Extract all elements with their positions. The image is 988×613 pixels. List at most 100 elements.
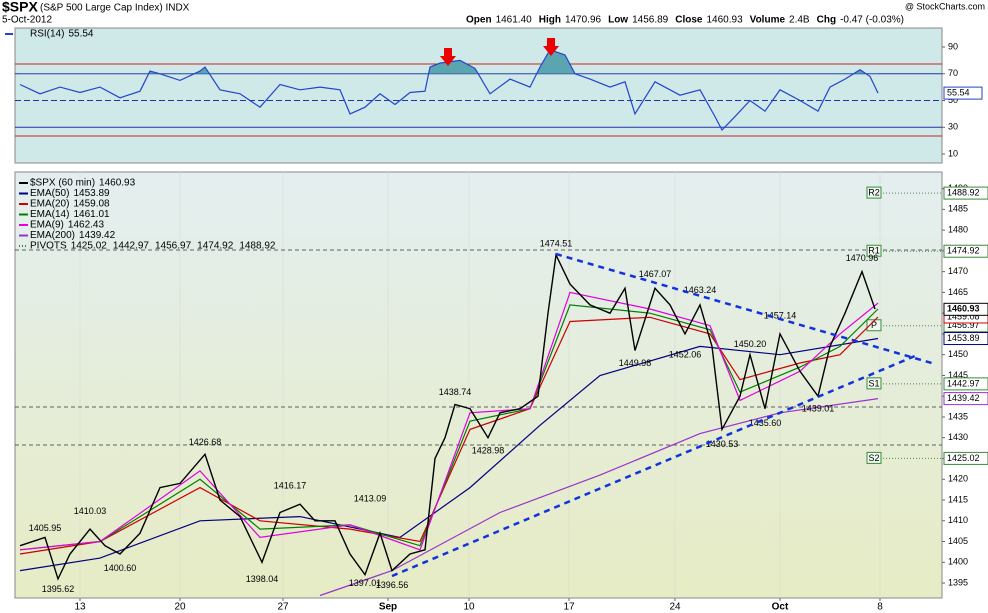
legend-name: PIVOTS bbox=[30, 241, 67, 252]
x-tick-label: 20 bbox=[174, 602, 186, 613]
legend-name: EMA(14) bbox=[30, 209, 69, 220]
x-tick-label: Sep bbox=[379, 602, 397, 613]
legend-value: 1453.89 bbox=[73, 188, 110, 199]
low-label: 1452.06 bbox=[669, 350, 702, 360]
low-label: 1449.98 bbox=[619, 358, 652, 368]
low-label: 1439.01 bbox=[802, 404, 835, 414]
high-label: 1450.20 bbox=[734, 339, 767, 349]
date: 5-Oct-2012 bbox=[2, 15, 52, 26]
value-box-label: 1442.97 bbox=[947, 378, 980, 388]
pivot-tag bbox=[866, 186, 882, 199]
quote-value: 1456.89 bbox=[632, 15, 669, 26]
pivot-tag-label: R2 bbox=[868, 187, 880, 197]
legend-name: EMA(200) bbox=[30, 230, 75, 241]
quote-value: -0.47 (-0.03%) bbox=[840, 15, 904, 26]
legend-value: 1456.97 bbox=[155, 241, 192, 252]
y-tick-label: 90 bbox=[948, 41, 958, 51]
value-box-label: 1460.93 bbox=[947, 304, 980, 314]
pivot-tag bbox=[866, 244, 882, 257]
legend-value: 1461.01 bbox=[73, 209, 110, 220]
value-box-label: 1474.92 bbox=[947, 246, 980, 256]
high-label: 1438.74 bbox=[439, 387, 472, 397]
y-tick-label: 1415 bbox=[948, 494, 968, 504]
legend-value: 1460.93 bbox=[99, 178, 136, 189]
quote-value: 1460.93 bbox=[706, 15, 743, 26]
quote-label: Low bbox=[608, 15, 628, 26]
y-tick-label: 1465 bbox=[948, 287, 968, 297]
pivot-tag-label: S1 bbox=[868, 378, 879, 388]
quote-label: Chg bbox=[817, 15, 836, 26]
y-tick-label: 1480 bbox=[948, 225, 968, 235]
high-label: 1467.07 bbox=[639, 269, 672, 279]
x-tick-label: 24 bbox=[669, 602, 681, 613]
y-tick-label: 1430 bbox=[948, 432, 968, 442]
marker-arrow bbox=[543, 38, 559, 56]
y-tick-label: 1410 bbox=[948, 515, 968, 525]
ema-line bbox=[19, 291, 879, 551]
plot: 10 30 50 70 90 RSI(14) 55.54 55.54 1395 1400 1405 1… bbox=[5, 29, 988, 613]
y-tick-label: 1485 bbox=[948, 204, 968, 214]
y-tick-label: 1420 bbox=[948, 474, 968, 484]
symbol: $SPX bbox=[2, 0, 38, 15]
y-tick-label: 1400 bbox=[948, 557, 968, 567]
high-label: 1474.51 bbox=[540, 238, 573, 248]
pivot-tag-label: P bbox=[871, 320, 877, 330]
x-tick-label: 8 bbox=[877, 602, 883, 613]
x-tick-label: 17 bbox=[563, 602, 575, 613]
legend-value: 1459.08 bbox=[73, 199, 110, 210]
quote: Open 1461.40 High 1470.96 Low 1456.89 Close 146… bbox=[466, 15, 904, 26]
low-label: 1400.60 bbox=[104, 563, 137, 573]
high-label: 1463.24 bbox=[684, 285, 717, 295]
y-tick-label: 1435 bbox=[948, 411, 968, 421]
value-box bbox=[943, 332, 988, 346]
y-tick-label: 50 bbox=[948, 95, 958, 105]
rsi-panel bbox=[14, 27, 943, 164]
y-tick-label: 1405 bbox=[948, 536, 968, 546]
high-label: 1413.09 bbox=[354, 493, 387, 503]
symbol-name: (S&P 500 Large Cap Index) INDX bbox=[40, 3, 190, 14]
high-label: 1457.14 bbox=[764, 310, 797, 320]
value-box-label: 1425.02 bbox=[947, 453, 980, 463]
marker-arrow bbox=[440, 48, 456, 66]
x-tick-label: Oct bbox=[772, 602, 789, 613]
value-box bbox=[943, 451, 988, 465]
pivot-tag bbox=[866, 319, 882, 332]
y-tick-label: 30 bbox=[948, 122, 958, 132]
quote-label: Volume bbox=[750, 15, 786, 26]
x-tick-label: 13 bbox=[74, 602, 86, 613]
brand: @ StockCharts.com bbox=[905, 1, 985, 11]
value-box-label: 1453.89 bbox=[947, 333, 980, 343]
legend-value: 1462.43 bbox=[68, 220, 105, 231]
quote-label: High bbox=[539, 15, 561, 26]
low-label: 1430.53 bbox=[706, 439, 739, 449]
value-box bbox=[943, 377, 988, 391]
value-box bbox=[943, 392, 988, 406]
ema-line bbox=[19, 337, 879, 572]
legend-name: EMA(50) bbox=[30, 188, 69, 199]
high-label: 1405.95 bbox=[29, 523, 62, 533]
pivot-tag-label: S2 bbox=[868, 453, 879, 463]
y-tick-label: 70 bbox=[948, 68, 958, 78]
legend-name: $SPX (60 min) bbox=[30, 178, 95, 189]
value-box-label: 1439.42 bbox=[947, 393, 980, 403]
low-label: 1397.01 bbox=[349, 578, 382, 588]
y-tick-label: 1450 bbox=[948, 349, 968, 359]
high-label: 1470.96 bbox=[846, 253, 879, 263]
rsi-line bbox=[19, 48, 879, 132]
low-label: 1398.04 bbox=[246, 574, 279, 584]
quote-value: 1470.96 bbox=[565, 15, 602, 26]
price-line bbox=[19, 252, 876, 581]
value-box-label: 1488.92 bbox=[947, 187, 980, 197]
legend-value: 55.54 bbox=[68, 29, 93, 40]
high-label: 1410.03 bbox=[74, 506, 107, 516]
value-box bbox=[943, 244, 988, 258]
y-tick-label: 10 bbox=[948, 148, 958, 158]
pivot-tag bbox=[866, 451, 882, 464]
high-label: 1416.17 bbox=[274, 481, 307, 491]
legend-value: 1439.42 bbox=[79, 230, 116, 241]
legend-value: 1442.97 bbox=[113, 241, 150, 252]
y-tick-label: 1445 bbox=[948, 370, 968, 380]
quote-label: Open bbox=[466, 15, 492, 26]
high-label: 1426.68 bbox=[189, 437, 222, 447]
low-label: 1428.98 bbox=[472, 445, 505, 455]
